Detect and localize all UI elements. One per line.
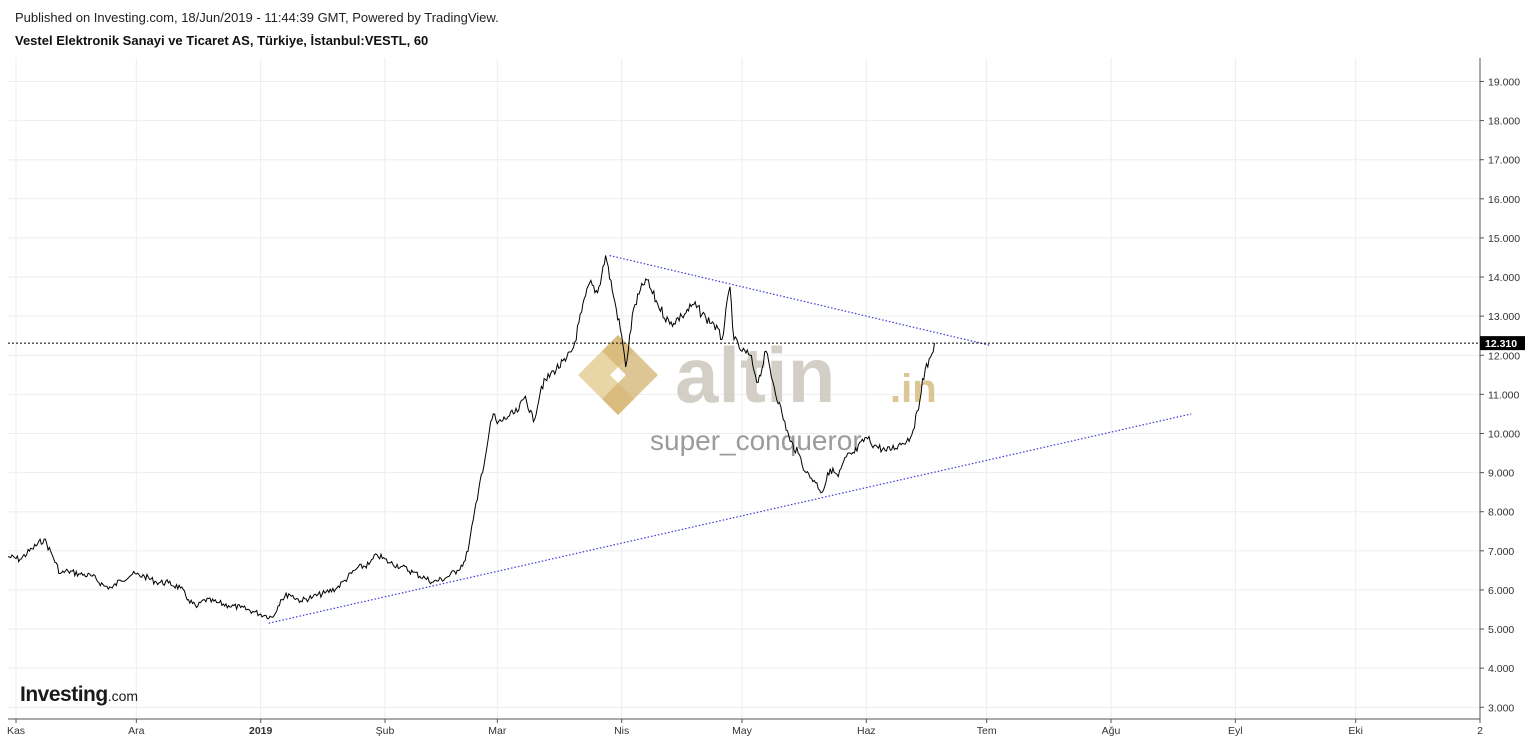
watermark-user: super_conqueror — [650, 425, 862, 456]
trendline-upper — [609, 254, 991, 347]
y-tick-label: 8.000 — [1488, 507, 1514, 519]
x-tick-label: Şub — [376, 725, 395, 737]
x-tick-label: Ağu — [1102, 725, 1121, 737]
trendline-lower — [268, 413, 1192, 624]
x-tick-label: Eyl — [1228, 725, 1243, 737]
published-info: Published on Investing.com, 18/Jun/2019 … — [15, 10, 499, 25]
altin-logo-icon — [578, 335, 658, 415]
y-tick-label: 18.000 — [1488, 116, 1520, 128]
x-tick-label: Eki — [1348, 725, 1363, 737]
x-tick-label: Kas — [7, 725, 25, 737]
y-tick-label: 15.000 — [1488, 233, 1520, 245]
y-tick-label: 16.000 — [1488, 194, 1520, 206]
logo-brand: Investing — [20, 683, 108, 706]
current-price-tag: 12.310 — [1480, 336, 1525, 351]
x-tick-label: 2 — [1477, 725, 1483, 737]
chart-title: Vestel Elektronik Sanayi ve Ticaret AS, … — [15, 33, 429, 48]
y-tick-label: 10.000 — [1488, 428, 1520, 440]
x-tick-label: May — [732, 725, 753, 737]
x-tick-label: Tem — [977, 725, 997, 737]
x-tick-label: Nis — [614, 725, 629, 737]
plot-background — [8, 58, 1480, 719]
x-tick-label: Ara — [128, 725, 145, 737]
x-tick-label: Haz — [857, 725, 876, 737]
y-tick-label: 7.000 — [1488, 546, 1514, 558]
y-tick-label: 9.000 — [1488, 468, 1514, 480]
price-series — [7, 255, 935, 620]
y-tick-label: 17.000 — [1488, 155, 1520, 167]
x-axis: Kas Ara 2019 Şub Mar Nis May Haz Tem Ağu Eyl Eki 2 — [7, 719, 1483, 737]
current-price-tag-bg — [1480, 336, 1525, 351]
x-tick-label: 2019 — [249, 725, 273, 737]
y-tick-label: 5.000 — [1488, 624, 1514, 636]
y-tick-label: 11.000 — [1488, 389, 1519, 401]
logo-suffix: .com — [107, 688, 139, 704]
price-line — [7, 255, 935, 620]
y-tick-label: 4.000 — [1488, 663, 1514, 675]
watermark-brand-suffix: .in — [890, 367, 937, 411]
current-price-label: 12.310 — [1485, 338, 1517, 350]
grid — [8, 58, 1480, 719]
y-axis: 3.000 4.000 5.000 6.000 7.000 8.000 9.000 10.00… — [1480, 76, 1520, 714]
investing-logo[interactable]: Investing.com — [20, 683, 138, 707]
trendlines — [268, 254, 1192, 624]
y-tick-label: 3.000 — [1488, 702, 1514, 714]
y-tick-label: 19.000 — [1488, 76, 1520, 88]
y-tick-label: 12.000 — [1488, 350, 1520, 362]
y-tick-label: 14.000 — [1488, 272, 1520, 284]
y-tick-label: 6.000 — [1488, 585, 1514, 597]
y-tick-label: 13.000 — [1488, 311, 1520, 323]
x-tick-label: Mar — [488, 725, 507, 737]
